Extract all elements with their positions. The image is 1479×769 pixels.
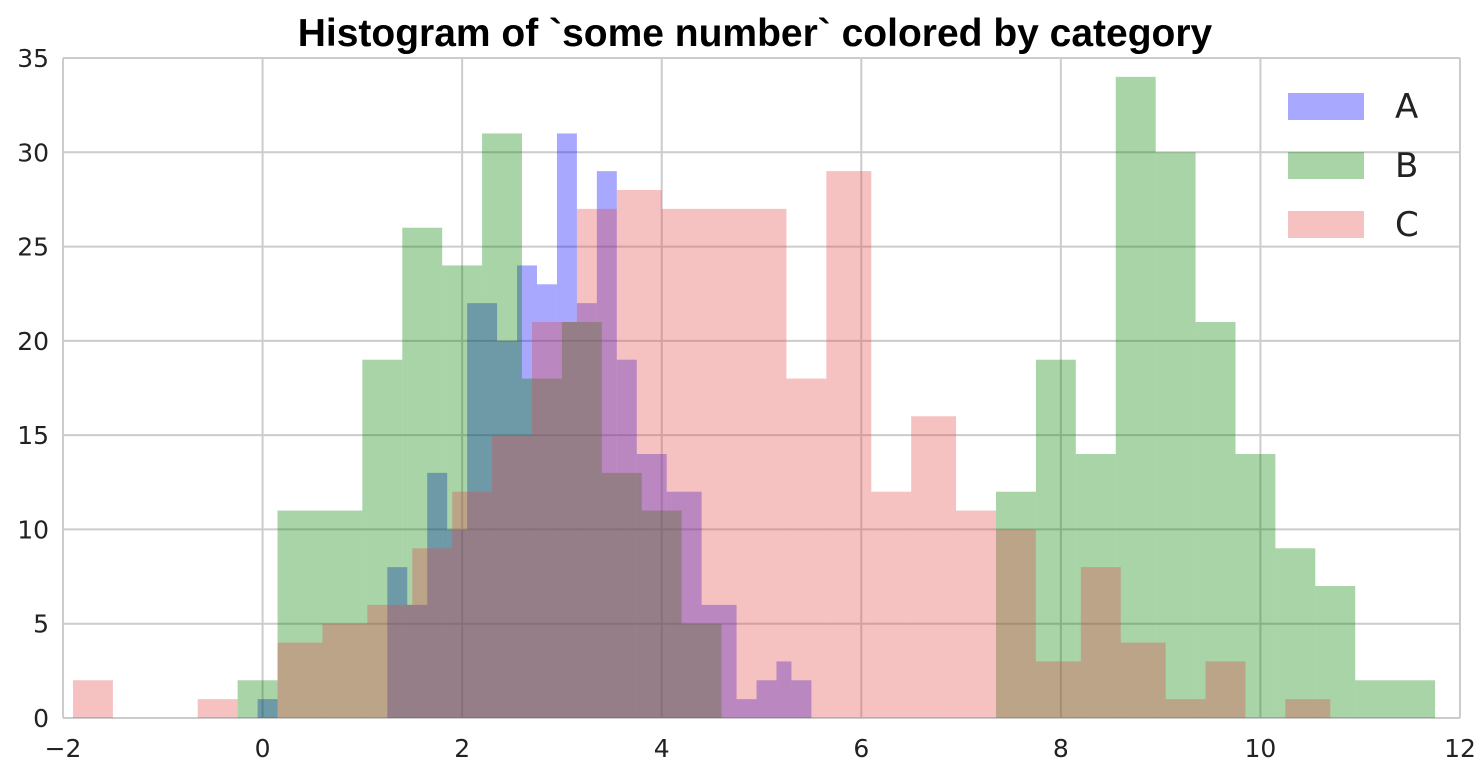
legend-label: A (1395, 87, 1418, 127)
histogram-bar (427, 472, 448, 718)
histogram-bar (956, 510, 996, 718)
histogram-bar (576, 303, 597, 718)
histogram-bar (1285, 699, 1331, 718)
histogram-bar (322, 623, 368, 718)
legend-label: B (1395, 146, 1418, 186)
histogram-bar (257, 699, 278, 718)
series-B-bars (237, 76, 1436, 719)
histogram-bar (641, 510, 682, 718)
y-tick-label: 25 (17, 233, 49, 262)
histogram-bars (72, 76, 1436, 719)
histogram-bar (556, 133, 577, 718)
x-tick-label: 0 (255, 734, 271, 763)
y-tick-label: 35 (17, 44, 49, 73)
y-axis-ticks: 0 5 10 15 20 25 30 35 (17, 44, 49, 733)
histogram-bar (1205, 661, 1246, 718)
histogram-bar (776, 661, 792, 718)
chart-title: Histogram of `some number` colored by ca… (298, 12, 1213, 55)
x-tick-label: 10 (1245, 734, 1277, 763)
histogram-bar (1080, 567, 1121, 718)
histogram-bar (497, 340, 518, 718)
histogram-bar (1165, 699, 1206, 718)
histogram-bar (561, 322, 602, 718)
histogram-bar (616, 359, 637, 718)
y-tick-label: 15 (17, 421, 49, 450)
histogram-bar (517, 265, 537, 718)
histogram-bar (661, 208, 787, 718)
series-A-bars (257, 133, 812, 719)
x-tick-label: 2 (454, 734, 470, 763)
histogram-bar (1155, 152, 1196, 719)
histogram-bar (616, 190, 662, 718)
histogram-bar (736, 699, 757, 718)
histogram-bar (871, 491, 912, 718)
histogram-bar (681, 623, 722, 718)
histogram-bar (447, 529, 468, 718)
histogram-bar (452, 491, 493, 718)
histogram-bar (367, 604, 413, 718)
histogram-bar (362, 359, 403, 718)
y-tick-label: 10 (17, 515, 49, 544)
histogram-bar (756, 680, 777, 718)
legend-swatch (1288, 93, 1364, 120)
histogram-bar (911, 416, 957, 718)
histogram-bar (995, 491, 1036, 718)
histogram-bar (1195, 322, 1236, 718)
legend-label: C (1395, 205, 1419, 245)
y-tick-label: 5 (33, 610, 49, 639)
x-tick-label: 6 (853, 734, 869, 763)
x-tick-label: 4 (654, 734, 670, 763)
histogram-bar (576, 208, 617, 718)
histogram-bar (412, 548, 453, 718)
histogram-bar (72, 680, 113, 718)
histogram-bar (701, 604, 737, 718)
y-tick-label: 0 (33, 704, 49, 733)
x-axis-ticks: −2 0 2 4 6 8 10 12 (45, 734, 1476, 763)
histogram-bar (1355, 680, 1436, 718)
histogram-bar (531, 322, 577, 718)
x-tick-label: 8 (1053, 734, 1069, 763)
histogram-bar (826, 171, 872, 719)
series-C-bars (72, 171, 1331, 719)
histogram-bar (1235, 454, 1276, 718)
histogram-bar (277, 642, 323, 718)
histogram-bar (1115, 76, 1156, 719)
legend-swatch (1288, 211, 1364, 238)
histogram-bar (1035, 661, 1081, 718)
y-tick-label: 20 (17, 327, 49, 356)
histogram-bar (636, 454, 667, 718)
histogram-bar (442, 265, 483, 718)
histogram-bar (1075, 454, 1116, 718)
histogram-bar (666, 491, 702, 718)
histogram-bar (1035, 359, 1076, 718)
histogram-bar (1275, 548, 1316, 718)
histogram-bar (995, 529, 1036, 718)
histogram-bar (467, 303, 498, 718)
histogram-bar (492, 435, 532, 718)
histogram-bar (387, 567, 408, 718)
histogram-bar (791, 680, 812, 718)
histogram-bar (596, 171, 617, 719)
histogram-bar (402, 227, 443, 718)
histogram-bar (1315, 586, 1356, 718)
histogram-bar (197, 699, 238, 718)
grid-lines (62, 57, 1461, 719)
x-tick-label: 12 (1444, 734, 1476, 763)
x-tick-label: −2 (45, 734, 82, 763)
histogram-bar (1120, 642, 1166, 718)
legend-swatch (1288, 152, 1364, 179)
histogram-bar (277, 510, 363, 718)
histogram-bar (786, 378, 827, 718)
histogram-bar (601, 472, 642, 718)
legend: ABC (1288, 87, 1419, 245)
histogram-bar (522, 378, 562, 718)
y-tick-label: 30 (17, 138, 49, 167)
histogram-bar (536, 284, 557, 718)
histogram-bar (482, 133, 523, 718)
histogram-bar (407, 604, 428, 718)
histogram-bar (237, 680, 278, 718)
